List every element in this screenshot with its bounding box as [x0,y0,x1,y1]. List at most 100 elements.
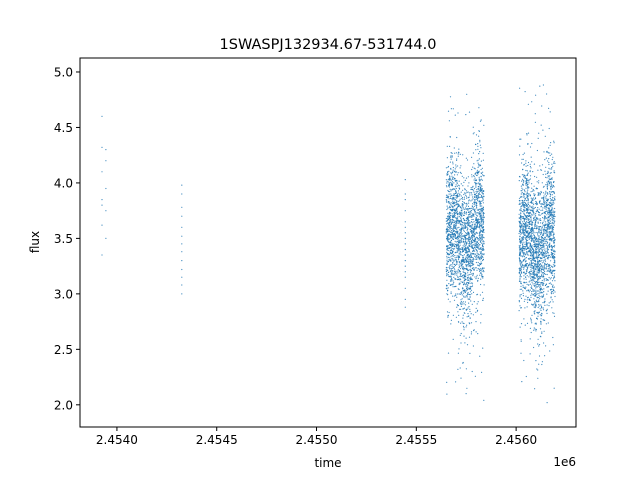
data-point [447,165,450,168]
data-point [458,314,460,316]
data-point [542,186,545,188]
data-point [546,270,548,272]
data-point [466,267,468,269]
data-point [527,197,529,199]
data-point [461,248,464,250]
data-point [524,246,527,248]
data-point [482,213,484,215]
data-point [539,277,541,279]
data-point [532,283,534,285]
data-point [475,311,477,313]
data-point [523,223,526,225]
data-point [531,101,533,103]
data-point [532,232,534,234]
data-point [451,181,453,183]
data-point [538,241,540,243]
data-point [450,246,452,248]
data-point [534,206,537,209]
data-point [460,262,462,264]
data-point [451,278,453,281]
data-point [536,245,538,247]
data-point [447,352,450,354]
data-point [554,199,556,201]
data-point [466,284,469,286]
data-point [469,277,471,279]
data-point [446,238,448,240]
data-point [552,235,554,237]
data-point [462,308,464,310]
data-point [455,184,457,186]
data-point [454,240,456,242]
data-point [446,173,448,175]
data-point [480,261,482,263]
data-point [553,236,555,238]
data-point [542,302,544,304]
data-point [476,252,478,254]
data-point [455,203,457,205]
data-point [481,274,483,276]
data-point [462,317,464,319]
data-point [533,256,535,259]
data-point [540,228,543,230]
data-point [532,267,535,269]
data-point [525,252,527,254]
data-point [451,242,453,244]
data-point [453,230,456,232]
data-point [473,223,476,225]
data-point [521,158,523,160]
data-point [551,217,553,219]
data-point [534,293,536,295]
data-point [461,275,463,277]
data-point [476,254,478,256]
data-point [519,294,521,296]
data-point [527,196,529,198]
data-point [456,229,458,231]
data-point [105,160,107,162]
data-point [453,193,455,195]
data-point [550,142,552,144]
data-point [531,251,533,253]
data-point [451,257,453,259]
data-point [526,306,528,308]
data-point [521,241,523,243]
data-point [545,223,547,225]
data-point [469,271,472,273]
data-point [482,174,484,176]
data-point [540,266,542,268]
data-point [537,280,539,282]
data-point [524,224,527,226]
data-point [456,195,458,197]
data-point [533,280,535,282]
data-point [469,278,471,281]
data-point [470,243,472,245]
data-point [450,209,452,211]
data-point [522,292,524,294]
data-point [529,242,532,244]
data-point [546,214,548,216]
data-point [450,234,453,236]
data-point [101,254,103,256]
data-point [518,232,520,235]
data-point [479,355,481,357]
data-point [533,193,535,195]
data-point [540,323,542,325]
data-point [551,203,553,205]
data-point [545,230,547,232]
data-point [521,211,524,213]
data-point [543,280,545,282]
data-point [465,296,467,298]
data-point [537,234,539,236]
data-point [482,196,484,198]
data-point [551,168,553,170]
data-point [458,248,460,250]
data-point [476,236,478,239]
data-point [551,245,553,247]
data-point [446,222,449,224]
data-point [466,281,468,284]
data-point [482,214,484,216]
data-point [448,283,450,285]
data-point [520,233,522,235]
data-point [465,225,467,227]
data-point [548,211,550,213]
